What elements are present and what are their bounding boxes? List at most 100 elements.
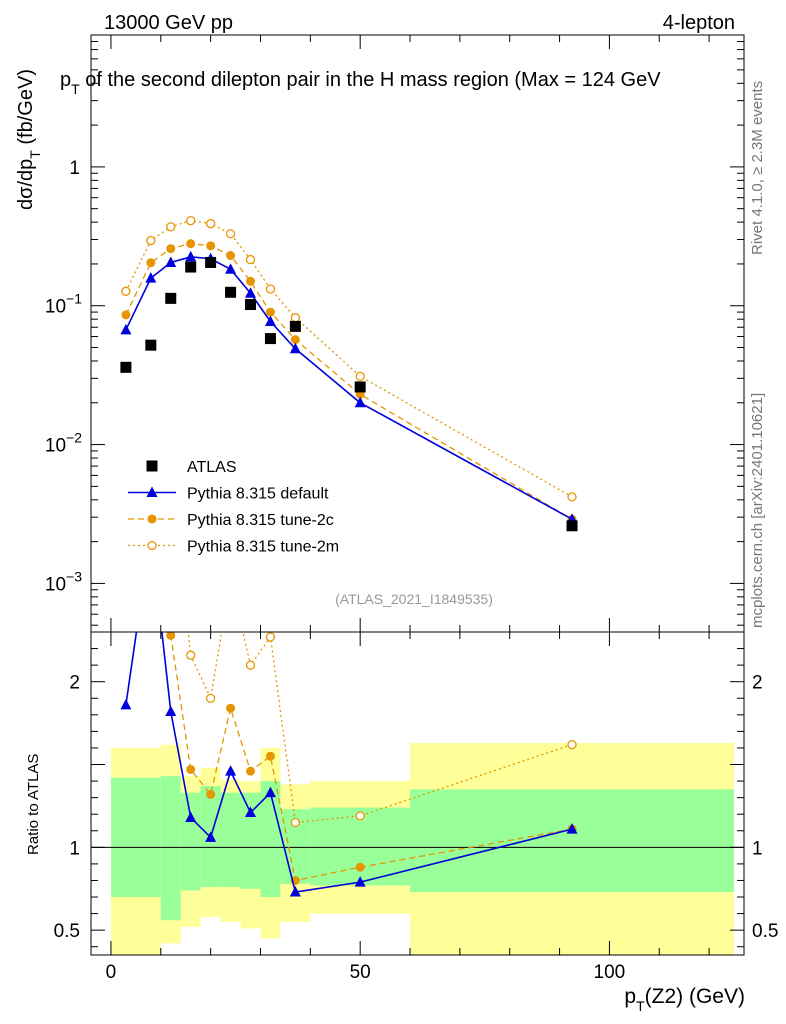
x-tick-label: 50 bbox=[350, 962, 371, 983]
ratio-series-point bbox=[186, 764, 196, 774]
ratio-series-point bbox=[264, 786, 276, 798]
x-tick-label: 100 bbox=[594, 962, 626, 983]
series-point bbox=[354, 396, 366, 408]
ratio-y-tick-label-right: 1 bbox=[752, 838, 763, 859]
series-point bbox=[226, 251, 236, 261]
data-point bbox=[205, 256, 217, 268]
ratio-series-point bbox=[146, 362, 155, 371]
legend-marker bbox=[147, 540, 157, 551]
data-point bbox=[354, 381, 366, 393]
ratio-series-point bbox=[122, 429, 130, 437]
analysis-tag: (ATLAS_2021_I1849535) bbox=[335, 591, 493, 607]
series-point bbox=[567, 492, 577, 502]
ratio-series-point bbox=[226, 703, 236, 713]
y-tick-label: 10−2 bbox=[45, 430, 82, 457]
data-point bbox=[289, 320, 301, 332]
side-label-mcplots: mcplots.cern.ch [arXiv:2401.10621] bbox=[749, 393, 766, 628]
ratio-y-axis-label: Ratio to ATLAS bbox=[25, 754, 42, 855]
band-inner bbox=[160, 776, 181, 921]
header-left: 13000 GeV pp bbox=[104, 12, 233, 34]
header-right: 4-lepton bbox=[663, 12, 735, 34]
series-point bbox=[146, 235, 156, 246]
series-point bbox=[265, 307, 275, 317]
series-point bbox=[246, 276, 256, 286]
ratio-uncertainty-bands bbox=[110, 742, 735, 955]
data-point bbox=[165, 292, 177, 304]
ratio-series-point bbox=[186, 650, 196, 660]
y-tick-label: 10−3 bbox=[45, 568, 82, 595]
ratio-series-point bbox=[165, 705, 177, 717]
legend-label: Pythia 8.315 tune-2c bbox=[187, 512, 334, 529]
series-point bbox=[206, 241, 216, 251]
ratio-series-point bbox=[567, 739, 577, 750]
band-inner bbox=[260, 781, 281, 898]
series-point bbox=[225, 263, 237, 274]
plot-title: pT of the second dilepton pair in the H … bbox=[60, 69, 661, 97]
ratio-series-point bbox=[206, 789, 216, 799]
series-point bbox=[290, 313, 301, 323]
series-point bbox=[264, 315, 276, 326]
ratio-series-point bbox=[354, 876, 366, 887]
ratio-series-point bbox=[225, 765, 237, 776]
x-tick-label: 0 bbox=[106, 962, 117, 983]
series-point bbox=[290, 335, 300, 345]
series-point bbox=[225, 229, 236, 239]
x-axis-label: pT(Z2) (GeV) bbox=[624, 985, 745, 1014]
ratio-series-point bbox=[246, 766, 256, 776]
ratio-series-point bbox=[121, 613, 130, 622]
ratio-series-point bbox=[355, 811, 365, 821]
ratio-series-point bbox=[227, 575, 235, 583]
legend-marker bbox=[147, 514, 157, 524]
y-axis-label: dσ/dpT (fb/GeV) bbox=[15, 69, 43, 210]
band-inner bbox=[180, 792, 201, 891]
ratio-frame bbox=[90, 631, 745, 956]
ratio-y-tick-label: 2 bbox=[69, 673, 80, 694]
band-inner bbox=[110, 777, 161, 898]
series-point bbox=[186, 239, 196, 249]
side-label-rivet: Rivet 4.1.0, ≥ 2.3M events bbox=[749, 81, 766, 255]
series-point bbox=[166, 244, 176, 254]
band-inner bbox=[410, 789, 735, 893]
axes: 0 50 100 1 10−1 10−2 10−3 2 2 1 1 0.5 0.5 bbox=[45, 34, 778, 983]
y-tick-label: 10−1 bbox=[45, 291, 82, 318]
series-point bbox=[289, 342, 301, 354]
legend-label: ATLAS bbox=[187, 459, 237, 476]
series-point bbox=[185, 250, 197, 262]
ratio-series-point bbox=[566, 823, 578, 834]
series-point bbox=[186, 216, 196, 226]
ratio-series-point bbox=[185, 811, 197, 823]
ratio-series-point bbox=[245, 660, 256, 670]
series-point bbox=[121, 286, 131, 296]
ratio-plot bbox=[91, 362, 744, 897]
series-point bbox=[355, 371, 365, 382]
ratio-series-point bbox=[205, 831, 217, 842]
series-point bbox=[245, 287, 257, 298]
ratio-series-point bbox=[120, 698, 132, 710]
legend-label: Pythia 8.315 default bbox=[187, 486, 329, 503]
data-point bbox=[145, 339, 157, 351]
band-inner bbox=[220, 792, 241, 888]
series-point bbox=[120, 323, 132, 335]
ratio-series-point bbox=[265, 632, 276, 642]
ratio-series-line bbox=[187, 632, 573, 824]
series-line bbox=[125, 242, 573, 520]
ratio-series-point bbox=[166, 632, 176, 640]
series-point bbox=[146, 258, 156, 268]
ratio-series-point bbox=[167, 462, 175, 470]
series-point bbox=[265, 284, 276, 294]
series-point bbox=[245, 254, 256, 265]
series-point bbox=[205, 219, 216, 229]
ratio-y-tick-label-right: 2 bbox=[752, 673, 763, 694]
main-plot bbox=[120, 216, 578, 532]
legend-marker bbox=[146, 460, 158, 472]
data-point bbox=[264, 333, 276, 345]
data-point bbox=[120, 361, 132, 373]
ratio-y-tick-label-right: 0.5 bbox=[752, 921, 778, 942]
ratio-series-point bbox=[145, 527, 156, 538]
legend-marker bbox=[146, 486, 158, 497]
y-tick-label: 1 bbox=[69, 158, 80, 179]
data-point bbox=[245, 299, 257, 311]
data-point bbox=[185, 261, 197, 273]
ratio-y-tick-label: 1 bbox=[69, 838, 80, 859]
